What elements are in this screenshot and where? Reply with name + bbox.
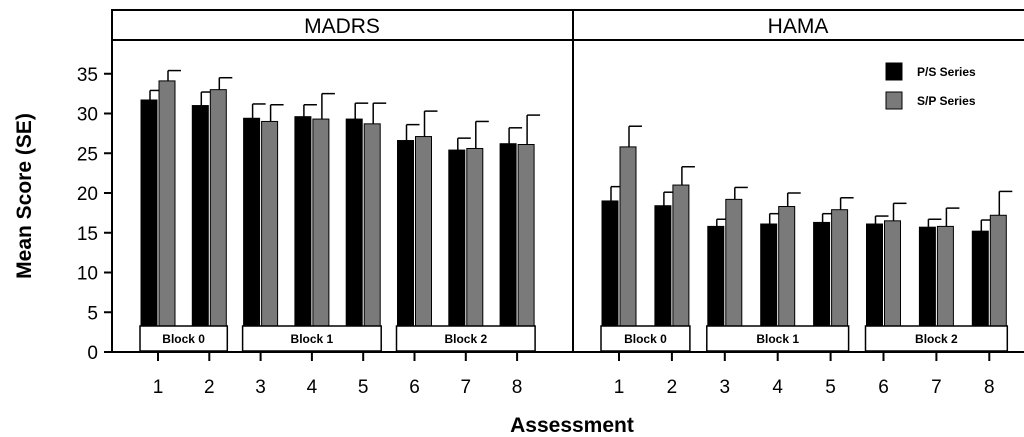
block-labels-layer: Block 0 Block 1 Block 2 Block 0 Block 1 Block… (139, 325, 1009, 352)
bar (672, 184, 690, 353)
bar (707, 225, 725, 353)
x-tick-label: 7 (931, 377, 942, 398)
x-tick-label: 5 (825, 377, 836, 398)
legend-swatch (885, 91, 903, 110)
block-box (395, 325, 536, 352)
x-tick-label: 8 (512, 377, 523, 398)
x-tick-label: 2 (204, 377, 215, 398)
y-tick-label: 25 (77, 144, 98, 165)
block-box (864, 325, 1009, 352)
bar (312, 118, 330, 353)
bar (813, 221, 831, 353)
legend-label: S/P Series (917, 94, 976, 108)
block-label: Block 1 (756, 332, 799, 346)
bar (415, 136, 432, 353)
block-box (600, 325, 691, 352)
bar (158, 80, 176, 353)
x-axis-title: Assessment (510, 414, 634, 437)
x-tick-label: 2 (667, 377, 678, 398)
block-label: Block 2 (444, 332, 487, 346)
bar (989, 214, 1007, 353)
legend: P/S Series S/P Series (885, 62, 976, 110)
bar (971, 230, 989, 353)
bar (517, 144, 535, 353)
y-tick-label: 15 (77, 224, 98, 245)
bar (831, 209, 849, 353)
bar (209, 89, 227, 353)
bar (397, 140, 414, 353)
bar (448, 149, 466, 353)
bar (466, 147, 484, 353)
block-label: Block 2 (915, 332, 958, 346)
block-label: Block 0 (624, 332, 667, 346)
block-box (241, 325, 382, 352)
block-label: Block 0 (162, 332, 205, 346)
panel-title-madrs: MADRS (304, 15, 380, 38)
bar (261, 120, 279, 353)
block-box (139, 325, 229, 352)
y-tick-label: 20 (77, 184, 98, 205)
bar (601, 200, 619, 353)
bar (499, 143, 517, 353)
x-tick-label: 3 (255, 377, 266, 398)
x-axis: 1 2 3 4 5 6 7 8 1 2 3 4 5 6 7 8 (153, 352, 995, 398)
y-axis-title: Mean Score (SE) (13, 113, 36, 279)
bar (243, 117, 261, 353)
bar (866, 223, 883, 353)
y-tick-label: 30 (77, 105, 98, 126)
y-tick-label: 5 (87, 303, 98, 324)
bar (725, 198, 743, 353)
panel-title-hama: HAMA (768, 15, 829, 38)
legend-swatch (885, 62, 903, 81)
x-tick-label: 8 (984, 377, 995, 398)
bar (936, 225, 954, 353)
y-axis: 0 5 10 15 20 25 30 35 (77, 65, 112, 364)
bar (619, 146, 637, 353)
bar (345, 118, 363, 353)
x-tick-label: 1 (614, 377, 625, 398)
block-label: Block 1 (291, 332, 334, 346)
x-tick-label: 1 (153, 377, 164, 398)
y-tick-label: 10 (77, 264, 98, 285)
bar (294, 116, 312, 353)
bars-layer (140, 69, 1013, 353)
legend-label: P/S Series (917, 65, 976, 79)
bar (884, 220, 901, 353)
x-tick-label: 6 (878, 377, 889, 398)
x-tick-label: 5 (358, 377, 369, 398)
x-tick-label: 3 (720, 377, 731, 398)
x-tick-label: 4 (772, 377, 783, 398)
bar (140, 99, 158, 353)
bar (760, 223, 778, 353)
y-tick-label: 35 (77, 65, 98, 86)
x-tick-label: 6 (409, 377, 420, 398)
bar (654, 205, 672, 353)
y-tick-label: 0 (87, 343, 98, 364)
x-tick-label: 7 (461, 377, 472, 398)
bar (191, 105, 209, 353)
bar (778, 206, 796, 353)
block-box (706, 325, 850, 352)
bar (363, 123, 381, 353)
x-tick-label: 4 (307, 377, 318, 398)
bar (918, 226, 936, 353)
